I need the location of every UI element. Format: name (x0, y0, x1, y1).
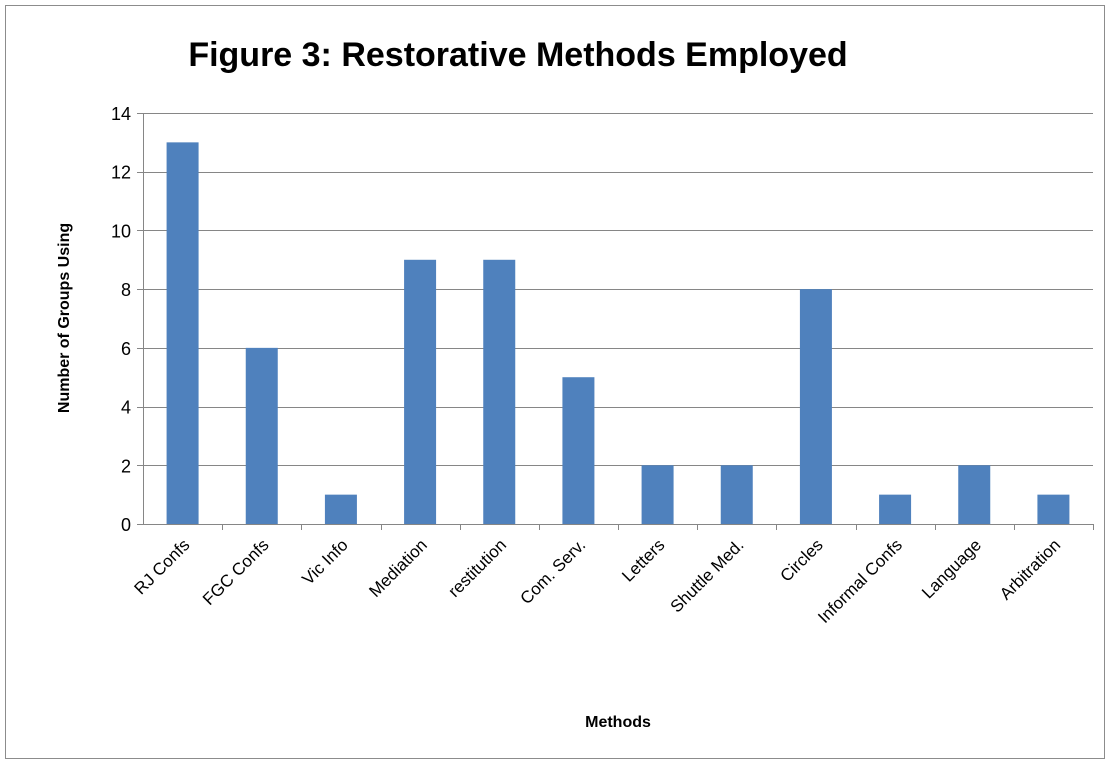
bar-fgc-confs (245, 347, 278, 524)
bar-informal-confs (879, 494, 912, 524)
y-tick-label: 14 (111, 104, 131, 124)
bar-circles (799, 289, 832, 524)
chart-title: Figure 3: Restorative Methods Employed (188, 36, 847, 74)
bars (166, 142, 1070, 524)
x-tick-label: FGC Confs (199, 535, 273, 609)
bar-restitution (483, 259, 516, 524)
x-tick-label: restitution (445, 535, 511, 601)
x-axis-ticks: RJ Confs FGC Confs Vic Info Mediation restit… (131, 524, 1094, 627)
bar-rj-confs (166, 142, 199, 524)
x-tick-label: Arbitration (996, 535, 1064, 603)
y-tick-label: 12 (111, 163, 131, 183)
y-tick-label: 8 (121, 280, 131, 300)
y-tick-label: 0 (121, 515, 131, 535)
x-tick-label: Shuttle Med. (667, 535, 748, 616)
x-tick-label: Letters (618, 535, 668, 585)
y-axis-ticks: 0 2 4 6 8 10 12 14 (111, 104, 143, 535)
gridlines (143, 113, 1093, 466)
bar-language (958, 465, 991, 524)
bar-com-serv (562, 377, 595, 524)
y-tick-label: 2 (121, 456, 131, 476)
x-tick-label: RJ Confs (131, 535, 194, 598)
x-tick-label: Com. Serv. (517, 535, 590, 608)
x-tick-label: Vic Info (298, 535, 351, 588)
x-tick-label: Informal Confs (814, 535, 906, 627)
x-tick-label: Language (918, 535, 985, 602)
x-tick-label: Mediation (365, 535, 431, 601)
x-axis-label: Methods (585, 714, 651, 731)
bar-arbitration (1037, 494, 1070, 524)
x-tick-label: Circles (777, 535, 827, 585)
y-tick-label: 10 (111, 221, 131, 241)
bar-shuttle-med (720, 465, 753, 524)
y-tick-label: 6 (121, 339, 131, 359)
bar-vic-info (324, 494, 357, 524)
bar-mediation (404, 259, 437, 524)
bar-letters (641, 465, 674, 524)
y-tick-label: 4 (121, 398, 131, 418)
y-axis-label: Number of Groups Using (56, 223, 73, 413)
